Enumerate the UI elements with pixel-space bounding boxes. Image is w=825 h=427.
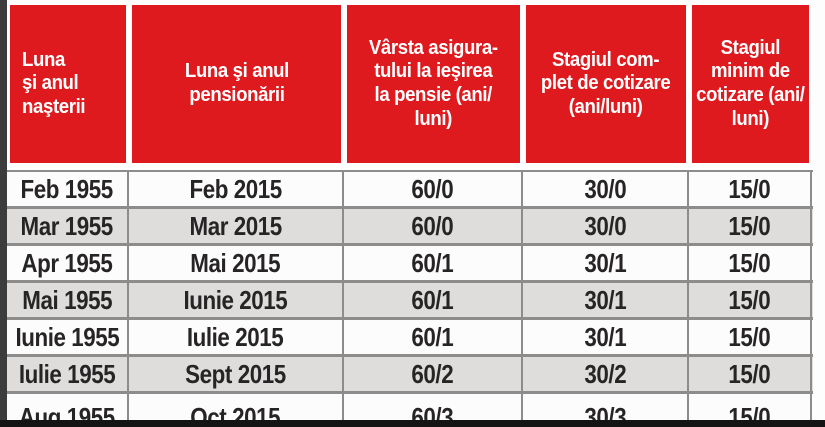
table-cell: Feb 1955: [7, 172, 129, 206]
table-row: Feb 1955 Feb 2015 60/0 30/0 15/0: [7, 172, 813, 209]
cell-value: 15/0: [728, 321, 771, 352]
table-cell: Mar 2015: [129, 209, 344, 243]
table-cell: 15/0: [689, 246, 812, 280]
cell-value: Feb 2015: [189, 173, 282, 204]
header-minimum-contribution: Stagiul minim de cotizare (ani/ luni): [689, 5, 812, 163]
header-label: Stagiul com- plet de cotizare (ani/luni): [541, 48, 671, 118]
header-retirement-age: Vârsta asigura- tului la ieşirea la pens…: [344, 5, 523, 163]
header-label: Stagiul minim de cotizare (ani/ luni): [696, 36, 805, 130]
cell-value: Mar 1955: [20, 210, 114, 241]
cell-value: 30/0: [584, 210, 626, 241]
table-cell: 15/0: [689, 320, 812, 354]
cell-value: 30/2: [584, 358, 626, 389]
table-cell: 60/2: [344, 357, 523, 391]
cell-value: 60/0: [411, 210, 454, 241]
header-label: Luna şi anul naşterii: [22, 48, 86, 118]
table-cell: 15/0: [689, 283, 812, 317]
table-cell: 30/0: [523, 172, 689, 206]
table-cell: Iunie 1955: [7, 320, 129, 354]
cell-value: 15/0: [728, 210, 771, 241]
table-body: Feb 1955 Feb 2015 60/0 30/0 15/0 Mar 1955 Mar …: [7, 170, 813, 427]
cell-value: Mar 2015: [189, 210, 282, 241]
table-row: Mai 1955 Iunie 2015 60/1 30/1 15/0: [7, 283, 813, 320]
table-left-border: [0, 0, 7, 427]
table-cell: Apr 1955: [7, 246, 129, 280]
table-cell: 30/0: [523, 209, 689, 243]
cell-value: 30/0: [584, 173, 626, 204]
table-cell: Mar 1955: [7, 209, 129, 243]
cell-value: Feb 1955: [20, 173, 114, 204]
table-cell: Feb 2015: [129, 172, 344, 206]
table-cell: Iunie 2015: [129, 283, 344, 317]
table-cell: 30/1: [523, 283, 689, 317]
cell-value: 60/1: [411, 321, 454, 352]
table-cell: 60/1: [344, 283, 523, 317]
table-cell: Sept 2015: [129, 357, 344, 391]
header-label: Vârsta asigura- tului la ieşirea la pens…: [369, 36, 498, 130]
cell-value: 15/0: [728, 284, 771, 315]
table-cell: 60/1: [344, 246, 523, 280]
table-row: Apr 1955 Mai 2015 60/1 30/1 15/0: [7, 246, 813, 283]
table-row: Iulie 1955 Sept 2015 60/2 30/2 15/0: [7, 357, 813, 394]
table-cell: 30/1: [523, 246, 689, 280]
table-cell: 30/2: [523, 357, 689, 391]
table-cell: Iulie 2015: [129, 320, 344, 354]
cell-value: Mai 1955: [22, 284, 112, 315]
cell-value: 15/0: [728, 358, 771, 389]
cell-value: Iulie 2015: [187, 321, 284, 352]
cell-value: 15/0: [728, 173, 771, 204]
cell-value: Apr 1955: [21, 247, 113, 278]
table-row: Iunie 1955 Iulie 2015 60/1 30/1 15/0: [7, 320, 813, 357]
table-cell: Iulie 1955: [7, 357, 129, 391]
header-cell: Stagiul com- plet de cotizare (ani/luni): [526, 5, 686, 163]
pension-table: Luna şi anul naşterii Luna şi anul pensi…: [7, 0, 813, 427]
table-cell: Mai 2015: [129, 246, 344, 280]
cell-value: Mai 2015: [190, 247, 281, 278]
table-cell: 30/1: [523, 320, 689, 354]
bottom-crop-bar: [0, 420, 825, 427]
cell-value: 60/1: [411, 284, 454, 315]
cell-value: 30/1: [584, 247, 626, 278]
cell-value: 15/0: [728, 247, 771, 278]
table-cell: 15/0: [689, 357, 812, 391]
cell-value: 60/2: [411, 358, 454, 389]
table-cell: 60/0: [344, 209, 523, 243]
cell-value: Sept 2015: [185, 358, 286, 389]
header-cell: Vârsta asigura- tului la ieşirea la pens…: [347, 5, 520, 163]
cell-value: Iulie 1955: [18, 358, 116, 389]
header-cell: Luna şi anul pensionării: [132, 5, 341, 163]
table-cell: 60/0: [344, 172, 523, 206]
header-cell: Luna şi anul naşterii: [10, 5, 126, 163]
header-cell: Stagiul minim de cotizare (ani/ luni): [692, 5, 809, 163]
cell-value: Iunie 1955: [15, 321, 119, 352]
table-cell: 15/0: [689, 209, 812, 243]
cell-value: 30/1: [584, 321, 626, 352]
table-cell: 60/1: [344, 320, 523, 354]
header-complete-contribution: Stagiul com- plet de cotizare (ani/luni): [523, 5, 689, 163]
cell-value: 60/1: [411, 247, 454, 278]
header-retirement-month-year: Luna şi anul pensionării: [129, 5, 344, 163]
cell-value: Iunie 2015: [183, 284, 288, 315]
header-birth-month-year: Luna şi anul naşterii: [7, 5, 129, 163]
cell-value: 30/1: [584, 284, 626, 315]
table-row: Mar 1955 Mar 2015 60/0 30/0 15/0: [7, 209, 813, 246]
header-label: Luna şi anul pensionării: [184, 60, 289, 106]
table-cell: Mai 1955: [7, 283, 129, 317]
table-cell: 15/0: [689, 172, 812, 206]
cell-value: 60/0: [411, 173, 454, 204]
table-header-row: Luna şi anul naşterii Luna şi anul pensi…: [7, 0, 813, 170]
